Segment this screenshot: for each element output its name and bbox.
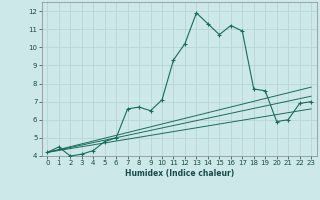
- X-axis label: Humidex (Indice chaleur): Humidex (Indice chaleur): [124, 169, 234, 178]
